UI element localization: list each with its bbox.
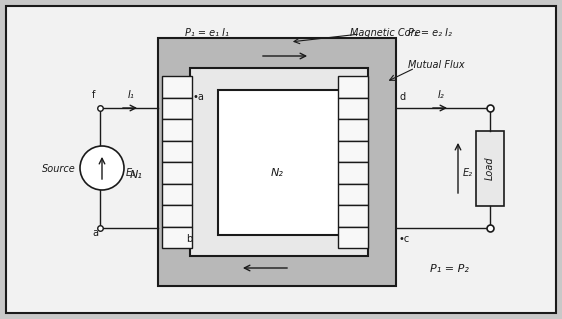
Bar (162, 205, 192, 226)
Text: P₁ = e₁ I₁: P₁ = e₁ I₁ (185, 28, 229, 38)
Text: •c: •c (399, 234, 410, 244)
Bar (162, 140, 192, 162)
Text: I₂: I₂ (438, 90, 445, 100)
Text: E₁: E₁ (126, 168, 136, 178)
Text: Mutual Flux: Mutual Flux (408, 60, 465, 70)
Bar (338, 119, 368, 140)
Bar (162, 162, 192, 183)
Text: Magnetic Core: Magnetic Core (350, 28, 420, 38)
Bar (476, 130, 504, 205)
Bar (162, 98, 192, 119)
Text: Source: Source (42, 164, 76, 174)
Bar (158, 38, 396, 286)
Bar (162, 183, 192, 205)
Text: Load: Load (485, 156, 495, 180)
Bar (338, 162, 368, 183)
Text: d: d (399, 92, 405, 102)
Text: P₂ = e₂ I₂: P₂ = e₂ I₂ (408, 28, 452, 38)
Circle shape (80, 146, 124, 190)
Bar (162, 76, 192, 98)
Text: b: b (186, 234, 192, 244)
Bar (338, 226, 368, 248)
Text: N₂: N₂ (271, 168, 284, 178)
Bar (338, 140, 368, 162)
Text: N₁: N₁ (130, 170, 143, 180)
Bar (162, 226, 192, 248)
Text: I₁: I₁ (128, 90, 135, 100)
Text: •a: •a (193, 92, 205, 102)
Bar (338, 183, 368, 205)
Bar (338, 205, 368, 226)
Bar (162, 119, 192, 140)
Text: P₁ = P₂: P₁ = P₂ (430, 264, 469, 274)
Bar (338, 76, 368, 98)
Text: E₂: E₂ (463, 168, 473, 178)
Bar (190, 68, 368, 256)
Bar (338, 98, 368, 119)
Text: a: a (92, 228, 98, 238)
Bar (218, 90, 340, 235)
Text: f: f (92, 90, 96, 100)
